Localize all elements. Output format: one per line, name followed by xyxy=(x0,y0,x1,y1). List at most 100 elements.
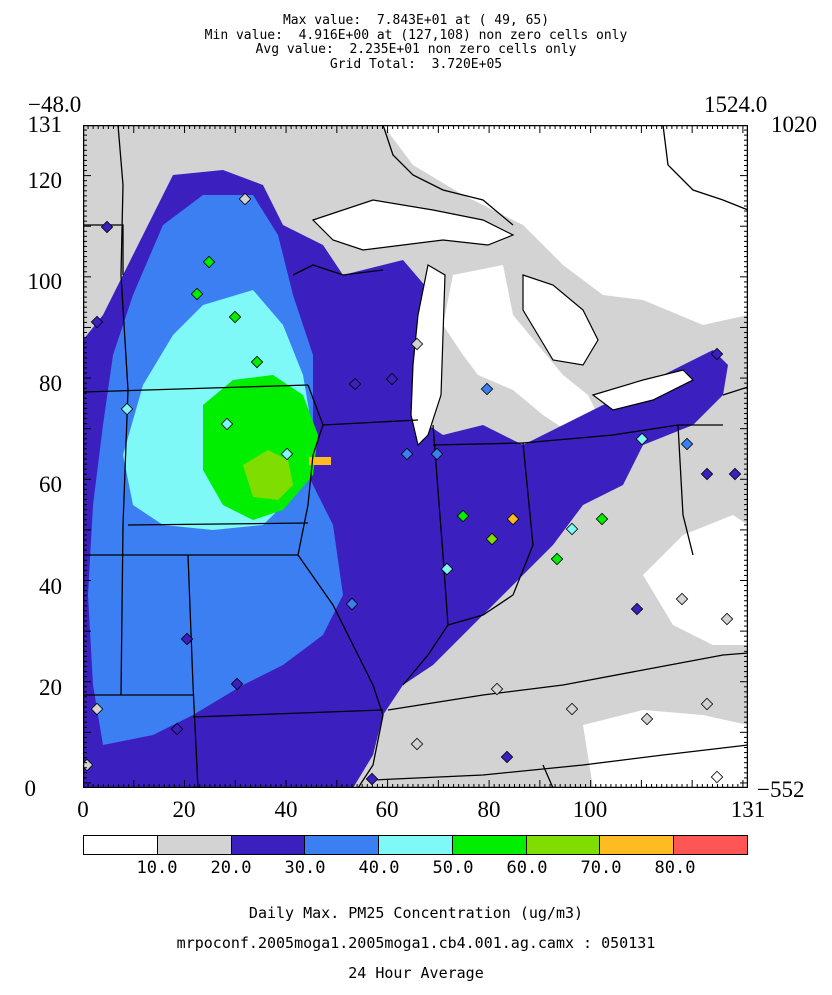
border-line xyxy=(372,744,748,781)
lake-erie xyxy=(591,369,695,411)
avg-value-text: Avg value: 2.235E+01 non zero cells only xyxy=(255,42,577,57)
monitor-marker xyxy=(348,377,362,391)
border-line xyxy=(722,386,748,396)
monitor-marker xyxy=(202,255,216,269)
colorbar-segment xyxy=(452,836,527,854)
border-line xyxy=(192,709,384,718)
monitor-marker xyxy=(190,287,204,301)
border-line xyxy=(432,442,534,626)
monitor-marker xyxy=(700,697,714,711)
lake-superior xyxy=(311,199,515,251)
colorbar-segment xyxy=(157,836,232,854)
y-tick-label: 100 xyxy=(27,269,63,294)
border-line xyxy=(522,424,723,444)
monitor-marker xyxy=(680,437,694,451)
x-tick-label: 131 xyxy=(730,797,766,822)
monitor-marker xyxy=(728,467,742,481)
monitor-marker xyxy=(675,592,689,606)
colorbar-segment xyxy=(600,836,675,854)
colorbar-label: 30.0 xyxy=(284,858,326,878)
clean-area-canada xyxy=(383,125,748,325)
corner-top-right-y: 1020 xyxy=(771,112,817,137)
border-line xyxy=(542,764,554,788)
border-line xyxy=(297,384,384,788)
x-tick-label: 0 xyxy=(77,797,89,822)
monitor-marker xyxy=(228,310,242,324)
clean-area-south xyxy=(583,710,748,788)
colorbar-segment xyxy=(231,836,306,854)
monitor-marker xyxy=(506,512,520,526)
colorbar-label: 70.0 xyxy=(580,858,622,878)
monitor-marker xyxy=(170,722,184,736)
lake-huron xyxy=(522,274,599,366)
monitor-marker xyxy=(565,522,579,536)
y-tick-label: 60 xyxy=(39,472,62,497)
border-line xyxy=(187,554,199,788)
x-tick-label: 100 xyxy=(572,797,608,822)
monitor-marker xyxy=(180,632,194,646)
y-tick-label: 40 xyxy=(39,574,62,599)
monitor-marker xyxy=(90,315,104,329)
map-title: Daily Max. PM25 Concentration (ug/m3) xyxy=(248,904,584,922)
grid-total-text: Grid Total: 3.720E+05 xyxy=(329,56,503,72)
monitor-marker xyxy=(440,562,454,576)
border-line xyxy=(117,125,129,696)
axis-ticks xyxy=(83,125,748,788)
border-line xyxy=(382,125,514,226)
monitor-marker xyxy=(710,347,724,361)
x-tick-label: 80 xyxy=(477,797,501,822)
colorbar-segment xyxy=(674,836,748,854)
monitor-marker xyxy=(365,772,379,786)
clean-area-appalachia xyxy=(643,515,748,645)
monitor-marker xyxy=(90,702,104,716)
colorbar-label: 20.0 xyxy=(210,858,252,878)
monitor-marker xyxy=(410,737,424,751)
monitor-marker xyxy=(238,192,252,206)
monitor-marker xyxy=(710,770,724,784)
x-tick-label: 20 xyxy=(172,797,196,822)
x-tick-label: 40 xyxy=(274,797,298,822)
clean-area-michigan xyxy=(443,265,603,435)
averaging-period: 24 Hour Average xyxy=(348,964,484,982)
colorbar-label: 80.0 xyxy=(654,858,696,878)
min-value-text: Min value: 4.916E+00 at (127,108) non ze… xyxy=(204,27,628,43)
monitor-marker xyxy=(640,712,654,726)
max-value-text: Max value: 7.843E+01 at ( 49, 65) xyxy=(282,13,550,28)
monitor-marker xyxy=(480,382,494,396)
colorbar xyxy=(83,835,748,855)
monitor-marker xyxy=(485,532,499,546)
y-tick-label: 0 xyxy=(24,776,37,801)
border-line xyxy=(322,419,419,426)
colorbar-label: 10.0 xyxy=(136,858,178,878)
monitor-marker xyxy=(456,509,470,523)
run-identifier: mrpoconf.2005moga1.2005moga1.cb4.001.ag.… xyxy=(176,934,656,952)
y-tick-label: 131 xyxy=(27,112,63,137)
corner-bottom-right-y: −552 xyxy=(757,777,805,802)
colorbar-label: 60.0 xyxy=(506,858,548,878)
border-line xyxy=(677,424,694,556)
concentration-map xyxy=(83,125,748,788)
border-line xyxy=(83,384,309,393)
plot-frame xyxy=(83,125,748,788)
monitor-markers xyxy=(83,192,742,786)
colorbar-segment xyxy=(526,836,601,854)
border-line xyxy=(292,264,384,276)
level-70-80-cell xyxy=(309,457,331,465)
colorbar-label: 40.0 xyxy=(358,858,400,878)
monitor-marker xyxy=(490,682,504,696)
monitor-marker xyxy=(100,220,114,234)
monitor-marker xyxy=(430,447,444,461)
colorbar-label: 50.0 xyxy=(432,858,474,878)
stats-block: Max value: 7.843E+01 at ( 49, 65) Min va… xyxy=(0,13,832,72)
level-60-70-region xyxy=(243,450,293,500)
monitor-marker xyxy=(230,677,244,691)
y-tick-label: 120 xyxy=(27,168,63,193)
corner-top-right-x: 1524.0 xyxy=(704,92,768,117)
x-tick-label: 60 xyxy=(375,797,399,822)
border-line xyxy=(127,522,309,526)
monitor-marker xyxy=(220,417,234,431)
border-line xyxy=(662,125,748,211)
monitor-marker xyxy=(550,552,564,566)
monitor-marker xyxy=(410,337,424,351)
monitor-marker xyxy=(700,467,714,481)
